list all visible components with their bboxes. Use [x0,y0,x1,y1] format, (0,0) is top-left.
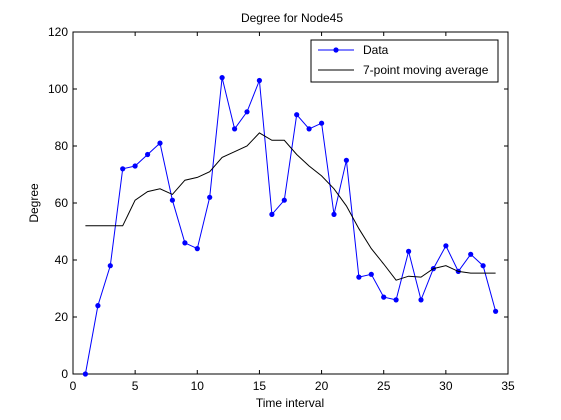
series-line-1 [85,132,496,281]
x-tick-label: 20 [315,379,329,393]
data-point [381,294,387,300]
data-point [294,112,300,118]
y-tick-label: 120 [48,25,68,39]
y-tick-label: 0 [61,367,68,381]
data-point [107,263,113,269]
data-point [132,163,138,169]
y-tick-label: 40 [55,253,69,267]
data-point [281,197,287,203]
data-point [120,166,126,172]
data-point [219,75,225,81]
data-point [169,197,175,203]
data-point [145,151,151,158]
data-point [480,263,486,269]
data-point [182,240,188,246]
series-layer [82,75,499,377]
x-tick-label: 30 [439,379,453,393]
y-tick-label: 100 [48,82,68,96]
x-tick-label: 0 [70,379,77,393]
data-point [331,211,337,217]
legend: Data 7-point moving average [310,39,499,83]
y-axis-label: Degree [27,183,41,223]
data-point [194,246,200,252]
x-tick-label: 5 [132,379,139,393]
data-point [343,157,349,163]
x-axis: 0 5 10 15 20 25 30 35 [70,32,515,393]
data-point [493,308,499,314]
y-tick-label: 60 [55,196,69,210]
series-line-0 [84,77,497,375]
data-point [356,274,362,280]
data-point [256,77,262,84]
data-point [468,251,474,257]
legend-label-data: Data [363,43,389,57]
data-point [418,297,424,303]
x-axis-label: Time interval [256,396,324,410]
data-point [207,194,213,200]
plot-area [72,31,509,375]
data-point [368,271,374,277]
data-point [406,248,412,254]
y-tick-label: 20 [55,310,69,324]
data-point [95,303,101,309]
y-tick-label: 80 [55,139,69,153]
data-point [232,126,238,132]
data-point [443,243,449,249]
chart-title: Degree for Node45 [241,11,343,25]
x-tick-label: 10 [191,379,205,393]
legend-label-moving-average: 7-point moving average [363,63,489,77]
data-point [82,371,88,377]
y-axis: 0 20 40 60 80 100 120 [48,25,508,381]
data-point [306,126,312,132]
data-point [244,109,250,115]
x-tick-label: 15 [253,379,267,393]
legend-box [310,39,499,83]
x-tick-label: 35 [501,379,515,393]
data-point [269,211,275,217]
data-point [157,140,163,146]
x-tick-label: 25 [377,379,391,393]
data-point [393,297,399,303]
legend-marker-data [333,47,339,53]
data-point [319,120,325,126]
